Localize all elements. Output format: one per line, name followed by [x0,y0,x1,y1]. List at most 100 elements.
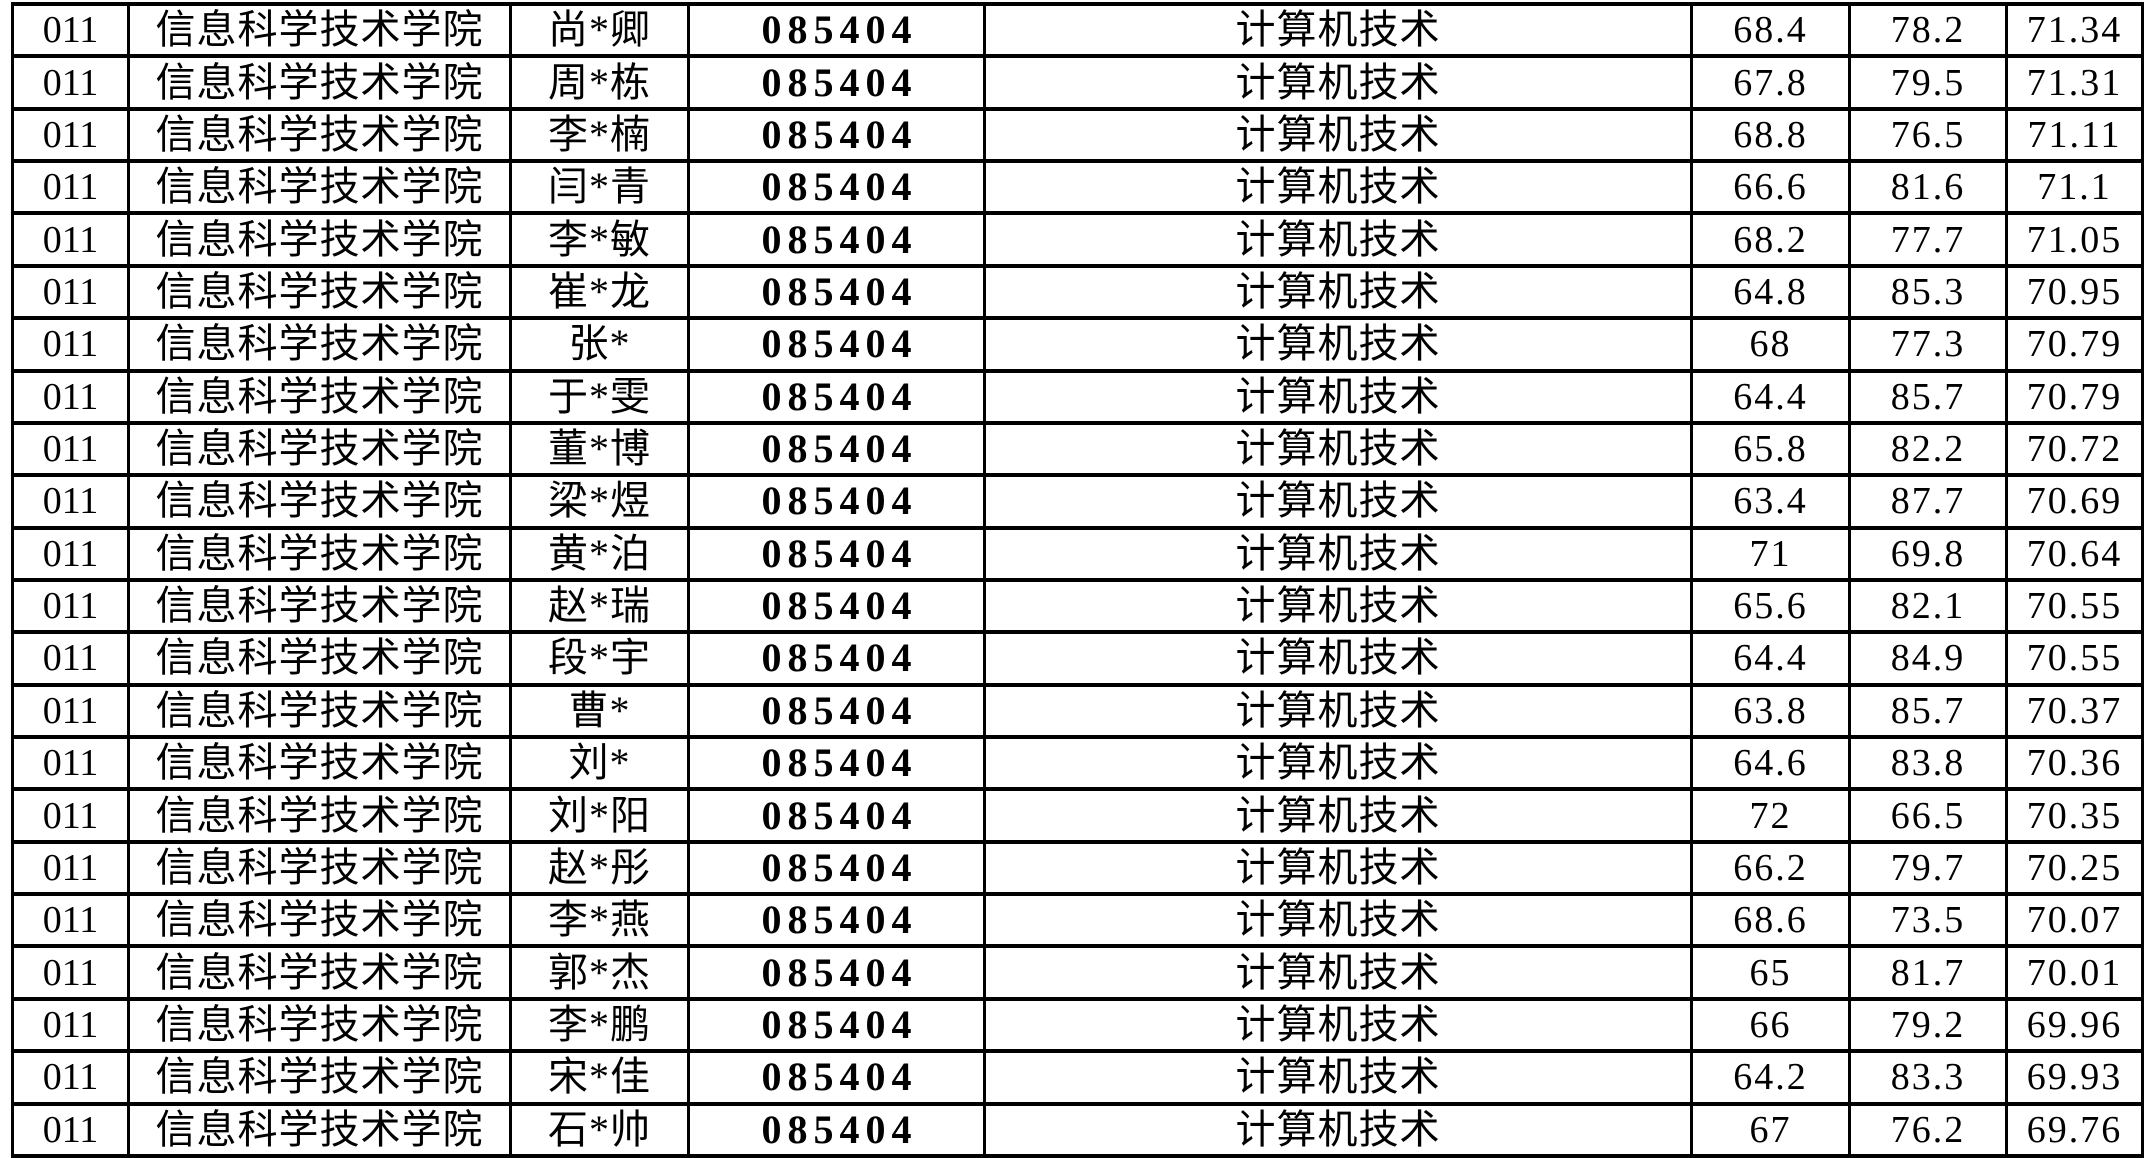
table-cell: 梁*煜 [512,477,690,530]
table-cell: 71.05 [2008,215,2144,268]
table-cell: 81.7 [1851,948,2008,1001]
table-cell: 085404 [690,6,986,59]
table-cell: 70.72 [2008,424,2144,478]
table-cell: 信息科学技术学院 [130,1053,512,1106]
table-cell: 计算机技术 [986,424,1693,478]
table-cell: 68.6 [1693,896,1851,949]
table-cell: 70.01 [2008,948,2144,1001]
table-cell: 085404 [690,843,986,897]
table-cell: 信息科学技术学院 [130,267,512,321]
table-cell: 闫*青 [512,163,690,216]
table-cell: 82.2 [1851,424,2008,478]
table-cell: 信息科学技术学院 [130,634,512,687]
table-cell: 信息科学技术学院 [130,6,512,59]
table-cell: 87.7 [1851,477,2008,530]
table-cell: 72 [1693,791,1851,844]
table-cell: 011 [14,634,130,687]
table-cell: 085404 [690,948,986,1001]
table-cell: 尚*卿 [512,6,690,59]
table-cell: 刘* [512,739,690,792]
table-cell: 011 [14,477,130,530]
table-cell: 71.1 [2008,163,2144,216]
table-cell: 77.7 [1851,215,2008,268]
table-cell: 085404 [690,896,986,949]
table-cell: 011 [14,1105,130,1158]
table-cell: 计算机技术 [986,372,1693,425]
table-cell: 70.07 [2008,896,2144,949]
table-cell: 石*帅 [512,1105,690,1158]
table-cell: 64.8 [1693,267,1851,321]
table-cell: 085404 [690,424,986,478]
table-cell: 计算机技术 [986,215,1693,268]
table-cell: 信息科学技术学院 [130,843,512,897]
table-cell: 郭*杰 [512,948,690,1001]
table-cell: 085404 [690,163,986,216]
table-cell: 信息科学技术学院 [130,477,512,530]
table-cell: 085404 [690,581,986,635]
table-cell: 信息科学技术学院 [130,791,512,844]
table-cell: 69.8 [1851,529,2008,582]
table-cell: 信息科学技术学院 [130,58,512,111]
table-cell: 计算机技术 [986,896,1693,949]
table-cell: 计算机技术 [986,267,1693,321]
table-cell: 信息科学技术学院 [130,320,512,373]
table-cell: 085404 [690,215,986,268]
table-cell: 信息科学技术学院 [130,529,512,582]
table-cell: 计算机技术 [986,320,1693,373]
table-cell: 82.1 [1851,581,2008,635]
table-cell: 信息科学技术学院 [130,163,512,216]
table-cell: 70.79 [2008,320,2144,373]
table-cell: 011 [14,1053,130,1106]
table-cell: 83.8 [1851,739,2008,792]
table-cell: 67.8 [1693,58,1851,111]
table-cell: 085404 [690,372,986,425]
table-cell: 011 [14,529,130,582]
table-cell: 085404 [690,1105,986,1158]
table-cell: 085404 [690,1000,986,1054]
table-cell: 计算机技术 [986,1053,1693,1106]
table-cell: 085404 [690,110,986,164]
table-cell: 085404 [690,477,986,530]
table-cell: 67 [1693,1105,1851,1158]
table-cell: 信息科学技术学院 [130,581,512,635]
table-cell: 信息科学技术学院 [130,372,512,425]
table-cell: 69.96 [2008,1000,2144,1054]
table-cell: 信息科学技术学院 [130,110,512,164]
table-cell: 70.64 [2008,529,2144,582]
table-cell: 70.25 [2008,843,2144,897]
table-cell: 71 [1693,529,1851,582]
table-cell: 计算机技术 [986,843,1693,897]
table-cell: 信息科学技术学院 [130,948,512,1001]
table-cell: 085404 [690,267,986,321]
table-cell: 计算机技术 [986,529,1693,582]
table-cell: 011 [14,163,130,216]
table-cell: 计算机技术 [986,110,1693,164]
table-cell: 计算机技术 [986,1000,1693,1054]
table-cell: 68 [1693,320,1851,373]
table-cell: 计算机技术 [986,477,1693,530]
table-cell: 011 [14,267,130,321]
table-cell: 011 [14,320,130,373]
table-cell: 68.2 [1693,215,1851,268]
table-cell: 64.6 [1693,739,1851,792]
table-cell: 张* [512,320,690,373]
table-cell: 76.5 [1851,110,2008,164]
table-cell: 73.5 [1851,896,2008,949]
table-cell: 段*宇 [512,634,690,687]
table-cell: 李*楠 [512,110,690,164]
table-cell: 66 [1693,1000,1851,1054]
table-cell: 64.4 [1693,372,1851,425]
table-cell: 84.9 [1851,634,2008,687]
table-cell: 信息科学技术学院 [130,424,512,478]
table-cell: 085404 [690,791,986,844]
table-cell: 68.4 [1693,6,1851,59]
table-cell: 011 [14,843,130,897]
table-cell: 085404 [690,686,986,740]
table-cell: 71.11 [2008,110,2144,164]
table-cell: 011 [14,1000,130,1054]
table-cell: 011 [14,686,130,740]
table-cell: 69.93 [2008,1053,2144,1106]
table-cell: 刘*阳 [512,791,690,844]
table-cell: 计算机技术 [986,634,1693,687]
table-cell: 李*鹏 [512,1000,690,1054]
